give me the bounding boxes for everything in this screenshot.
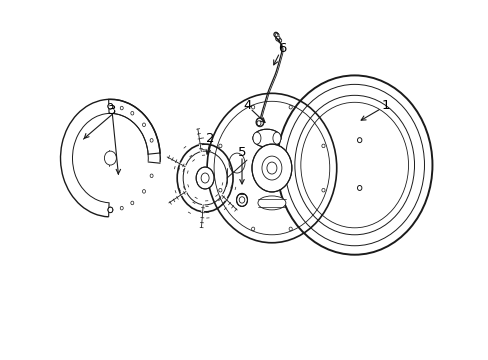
Text: 3: 3	[108, 104, 116, 117]
Ellipse shape	[228, 153, 244, 173]
Text: 2: 2	[205, 132, 214, 145]
Ellipse shape	[272, 132, 280, 144]
Ellipse shape	[275, 36, 280, 41]
Ellipse shape	[207, 93, 336, 243]
Ellipse shape	[175, 142, 235, 214]
Ellipse shape	[196, 167, 214, 189]
Ellipse shape	[108, 103, 113, 109]
Text: 1: 1	[381, 99, 389, 112]
Ellipse shape	[251, 144, 291, 192]
Text: 6: 6	[277, 42, 285, 55]
Ellipse shape	[108, 207, 113, 213]
Ellipse shape	[252, 132, 261, 144]
Ellipse shape	[104, 151, 116, 165]
Text: 5: 5	[237, 145, 246, 159]
Ellipse shape	[276, 75, 431, 255]
Ellipse shape	[255, 118, 264, 127]
Ellipse shape	[258, 196, 285, 210]
Ellipse shape	[236, 193, 247, 206]
Ellipse shape	[252, 129, 280, 147]
Text: 4: 4	[244, 99, 252, 112]
